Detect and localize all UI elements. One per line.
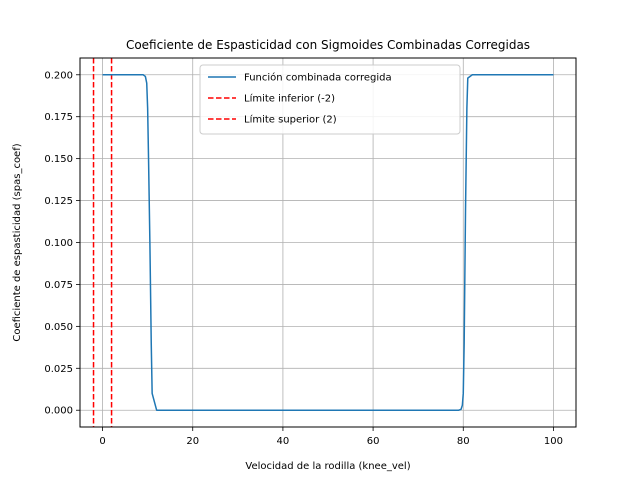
x-tick-label: 100	[544, 436, 563, 447]
series-line	[102, 74, 554, 411]
x-axis-label: Velocidad de la rodilla (knee_vel)	[245, 461, 410, 472]
legend-label: Límite inferior (-2)	[244, 93, 335, 105]
limit-lines	[92, 58, 113, 427]
y-tick-label: 0.200	[44, 70, 73, 81]
x-tick-label: 60	[367, 436, 380, 447]
y-tick-label: 0.000	[44, 406, 73, 417]
y-axis-label: Coeficiente de espasticidad (spas_coef)	[12, 143, 23, 341]
x-tick-label: 40	[277, 436, 290, 447]
x-tick-label: 0	[99, 436, 105, 447]
legend: Función combinada corregida Límite inferi…	[199, 64, 461, 135]
y-tick-label: 0.050	[44, 322, 73, 333]
x-axis-ticks: 0 20 40 60 80 100	[99, 427, 563, 447]
y-tick-label: 0.100	[44, 238, 73, 249]
series-lines	[102, 74, 554, 411]
x-tick-label: 80	[457, 436, 470, 447]
y-tick-label: 0.025	[44, 364, 73, 375]
legend-label: Función combinada corregida	[244, 72, 392, 84]
y-axis-ticks: 0.000 0.025 0.050 0.075 0.100 0.125 0.150 0.175…	[44, 70, 80, 417]
y-tick-label: 0.125	[44, 196, 73, 207]
y-tick-label: 0.150	[44, 154, 73, 165]
x-tick-label: 20	[186, 436, 199, 447]
y-tick-label: 0.075	[44, 280, 73, 291]
legend-label: Límite superior (2)	[244, 114, 337, 126]
chart-title: Coeficiente de Espasticidad con Sigmoide…	[126, 38, 530, 52]
y-tick-label: 0.175	[44, 112, 73, 123]
legend-box	[199, 64, 461, 135]
